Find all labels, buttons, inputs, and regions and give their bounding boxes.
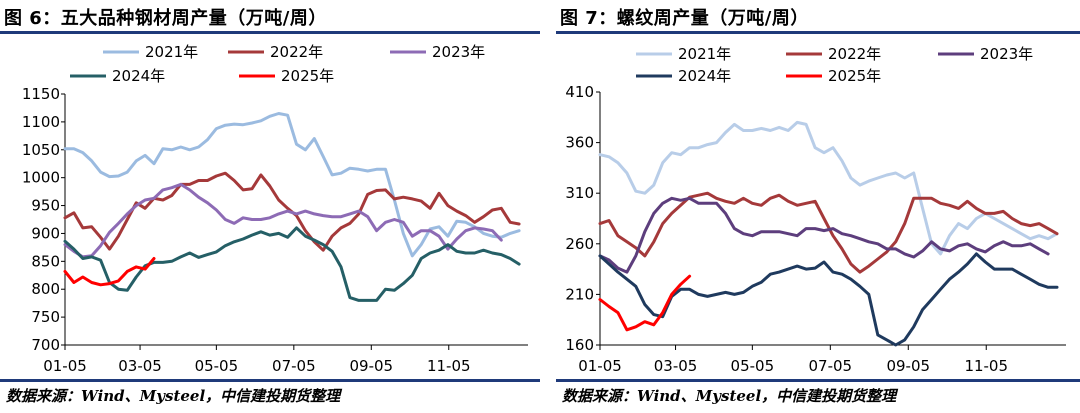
series-line-2025年 (598, 274, 692, 332)
series-line-2024年 (63, 226, 521, 302)
legend-label: 2024年 (678, 67, 731, 85)
series-line-2021年 (63, 112, 521, 258)
left-panel: 图 6：五大品种钢材周产量（万吨/周） 700 750 800 850 900 950 10… (0, 8, 540, 405)
legend-label: 2021年 (678, 45, 731, 63)
y-tick-label: 850 (31, 252, 60, 270)
legend-label: 2025年 (281, 67, 334, 85)
x-tick-label: 11-05 (427, 357, 471, 375)
x-tick-label: 09-05 (886, 357, 930, 375)
legend-label: 2023年 (432, 43, 485, 61)
x-tick-label: 01-05 (43, 357, 87, 375)
legend-label: 2022年 (828, 45, 881, 63)
source-note: 数据来源：Wind、Mysteel，中信建投期货整理 (6, 387, 341, 405)
series-line-2023年 (63, 182, 503, 259)
title-divider (0, 31, 540, 34)
x-tick-label: 11-05 (964, 357, 1008, 375)
y-tick-label: 360 (565, 134, 594, 152)
legend-label: 2024年 (112, 67, 165, 85)
y-tick-label: 310 (565, 184, 594, 202)
y-tick-label: 260 (565, 235, 594, 253)
y-tick-label: 210 (565, 285, 594, 303)
x-tick-label: 05-05 (731, 357, 775, 375)
x-tick-label: 03-05 (654, 357, 698, 375)
source-divider (556, 379, 1080, 382)
y-tick-label: 700 (31, 336, 60, 354)
x-tick-label: 05-05 (195, 357, 239, 375)
series-line-2025年 (63, 257, 156, 287)
y-tick-label: 900 (31, 224, 60, 242)
x-tick-label: 07-05 (272, 357, 316, 375)
title-divider (556, 31, 1080, 34)
x-tick-label: 09-05 (349, 357, 393, 375)
series-line-2024年 (598, 252, 1059, 347)
legend-label: 2022年 (270, 43, 323, 61)
series-line-2021年 (598, 120, 1059, 256)
y-tick-label: 410 (565, 83, 594, 101)
x-tick-label: 07-05 (809, 357, 853, 375)
legend-label: 2023年 (980, 45, 1033, 63)
y-tick-label: 1100 (22, 113, 60, 131)
y-tick-label: 160 (565, 336, 594, 354)
chart-title: 图 7：螺纹周产量（万吨/周） (560, 8, 809, 29)
steel-output-chart: 700 750 800 850 900 950 1000 1050 1100 1150 01-05 0… (22, 43, 528, 375)
chart-title: 图 6：五大品种钢材周产量（万吨/周） (4, 8, 327, 29)
y-tick-label: 1150 (22, 85, 60, 103)
legend-label: 2021年 (145, 43, 198, 61)
rebar-output-chart: 160 210 260 310 360 410 01-05 03-05 05-05 07-05 09… (565, 45, 1066, 375)
y-tick-label: 800 (31, 280, 60, 298)
y-tick-label: 1000 (22, 169, 60, 187)
x-tick-label: 03-05 (118, 357, 162, 375)
series-line-2022年 (598, 191, 1059, 274)
series-line-2023年 (598, 196, 1050, 274)
right-panel: 图 7：螺纹周产量（万吨/周） 160 210 260 310 360 410 01-05 0… (556, 0, 1080, 413)
y-tick-label: 750 (31, 308, 60, 326)
y-tick-label: 950 (31, 197, 60, 215)
source-note: 数据来源：Wind、Mysteel，中信建投期货整理 (562, 387, 897, 405)
legend-label: 2025年 (828, 67, 881, 85)
x-tick-label: 01-05 (578, 357, 622, 375)
y-tick-label: 1050 (22, 141, 60, 159)
source-divider (0, 379, 540, 382)
